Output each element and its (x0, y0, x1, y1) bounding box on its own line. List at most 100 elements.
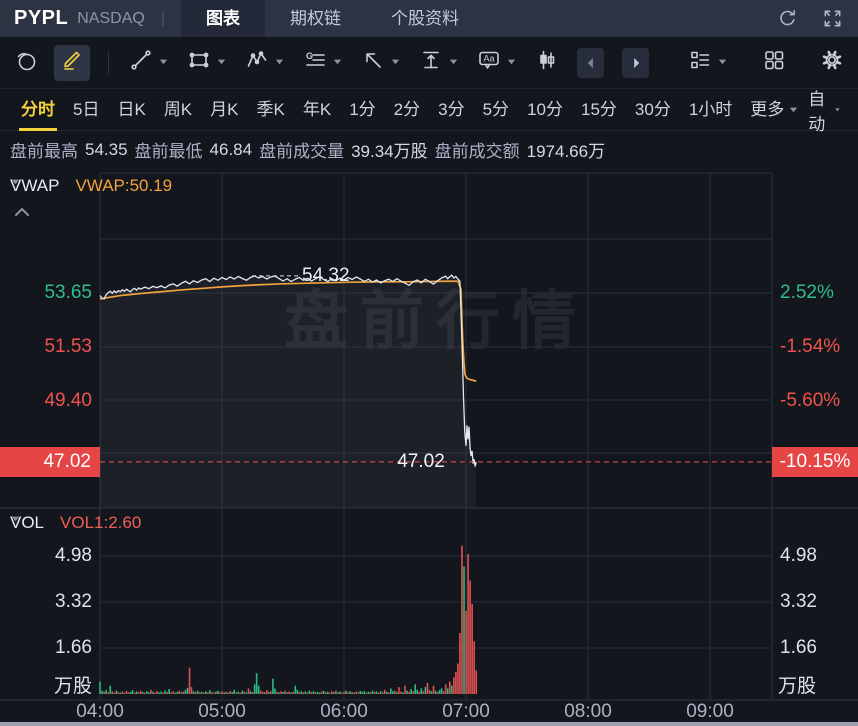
gann-lines-tool-button[interactable]: G (301, 45, 345, 81)
volume-bar (335, 690, 337, 694)
chevron-down-icon (159, 59, 168, 64)
volume-bar (446, 688, 449, 694)
volume-bar (99, 681, 101, 694)
refresh-icon (780, 9, 795, 26)
exchange-label: NASDAQ (77, 9, 145, 27)
refresh-button[interactable] (776, 7, 799, 30)
volume-bar (424, 687, 427, 694)
gear-icon (822, 50, 842, 70)
stat-value: 54.35 (85, 139, 128, 159)
volume-bar (347, 692, 349, 694)
wave-tool-button[interactable] (243, 45, 287, 81)
volume-bar (182, 691, 185, 694)
undo-button[interactable] (575, 45, 606, 81)
volume-bar (385, 691, 388, 694)
trendline-tool-button[interactable] (127, 45, 171, 81)
fullscreen-button[interactable] (821, 7, 844, 30)
volume-bar (351, 692, 353, 694)
top-bar: PYPL NASDAQ | 图表 期权链 个股资料 (0, 0, 858, 37)
volume-bar (333, 692, 335, 694)
volume-bar (229, 690, 231, 694)
volume-bar (440, 688, 443, 694)
volume-bar (373, 692, 376, 694)
layout-grid-button[interactable] (760, 45, 788, 81)
volume-bar (312, 691, 315, 694)
volume-bar (365, 692, 368, 694)
volume-bar (296, 689, 299, 694)
shape-tool-button[interactable] (185, 45, 229, 81)
stat-value: 39.34万股 (351, 142, 428, 161)
chevron-down-icon (448, 54, 459, 72)
redo-button[interactable] (620, 45, 651, 81)
stat-value: 1974.66万 (526, 142, 606, 161)
volume-bar (158, 692, 160, 694)
volume-bar (237, 691, 240, 694)
volume-bar (103, 691, 105, 694)
timeframe-年K[interactable]: 年K (302, 99, 332, 119)
volume-bar (265, 690, 268, 694)
compass-icon (17, 53, 36, 71)
timeframe-月K[interactable]: 月K (210, 99, 239, 119)
volume-bar (377, 692, 380, 694)
measure-icon-wrap (419, 48, 443, 77)
timeframe-1分[interactable]: 1分 (349, 99, 376, 119)
vwap-label[interactable]: VWAP (10, 176, 60, 195)
timeframe-分时[interactable]: 分时 (12, 89, 64, 131)
timeframe-日K[interactable]: 日K (117, 99, 146, 119)
current-percent-badge: -10.15% (772, 446, 858, 477)
volume-bar (125, 690, 128, 694)
text-tool-button[interactable]: Aa (475, 45, 519, 81)
timeframe-30分[interactable]: 30分 (634, 99, 671, 119)
volume-bar (343, 691, 345, 694)
tab-期权链[interactable]: 期权链 (289, 9, 341, 28)
volume-bar (190, 687, 193, 694)
stat-盘前最低: 盘前最低 46.84 (135, 137, 253, 162)
timeframe-15分[interactable]: 15分 (580, 99, 617, 119)
timeframe-5分[interactable]: 5分 (482, 99, 510, 119)
timeframe-季K[interactable]: 季K (256, 99, 285, 119)
volume-bar (400, 691, 402, 694)
timeframe-1小时[interactable]: 1小时 (688, 99, 733, 119)
timeframe-more-button[interactable]: 更多 (741, 89, 808, 131)
arrow-tool-button[interactable] (359, 45, 403, 81)
volume-bar (402, 692, 404, 694)
chevron-down-icon (391, 59, 400, 64)
compass-tool-button[interactable] (12, 45, 40, 81)
candle-marker-button[interactable] (533, 45, 561, 81)
divider: | (160, 9, 165, 27)
volume-bar (243, 691, 246, 694)
grid-icon (765, 51, 784, 70)
list-icon-wrap (688, 48, 712, 77)
time-axis-label: 04:00 (76, 701, 124, 722)
volume-bar (137, 692, 140, 694)
timeframe-周K[interactable]: 周K (163, 99, 193, 119)
time-axis-label: 06:00 (320, 701, 368, 722)
axis-mode-select[interactable]: 自动 (808, 85, 849, 135)
volume-bar (196, 690, 199, 694)
timeframe-5日[interactable]: 5日 (73, 99, 100, 119)
volume-bar (117, 692, 120, 694)
measure-tool-button[interactable] (417, 45, 461, 81)
volume-bar (231, 692, 234, 694)
drawing-toolbar: G Aa (0, 37, 858, 89)
tab-图表[interactable]: 图表 (180, 0, 265, 37)
object-list-button[interactable] (686, 45, 730, 81)
price-axis-label: 53.65 (44, 282, 92, 303)
volume-bar (123, 692, 126, 694)
tab-个股资料[interactable]: 个股资料 (390, 9, 459, 28)
volume-bar (217, 690, 219, 694)
volume-bar (178, 690, 181, 694)
timeframe-2分[interactable]: 2分 (393, 99, 421, 119)
timeframe-10分[interactable]: 10分 (527, 99, 563, 119)
volume-axis-label: 1.66 (780, 637, 817, 658)
volume-bar (113, 692, 116, 694)
draw-pencil-button[interactable] (54, 44, 90, 81)
volume-bar (170, 692, 173, 694)
timeframe-3分[interactable]: 3分 (438, 99, 465, 119)
vol-label[interactable]: VOL (10, 513, 45, 532)
volume-bar (467, 554, 469, 694)
volume-bar (172, 691, 175, 694)
volume-bar (463, 566, 465, 694)
chart-settings-button[interactable] (818, 45, 846, 81)
